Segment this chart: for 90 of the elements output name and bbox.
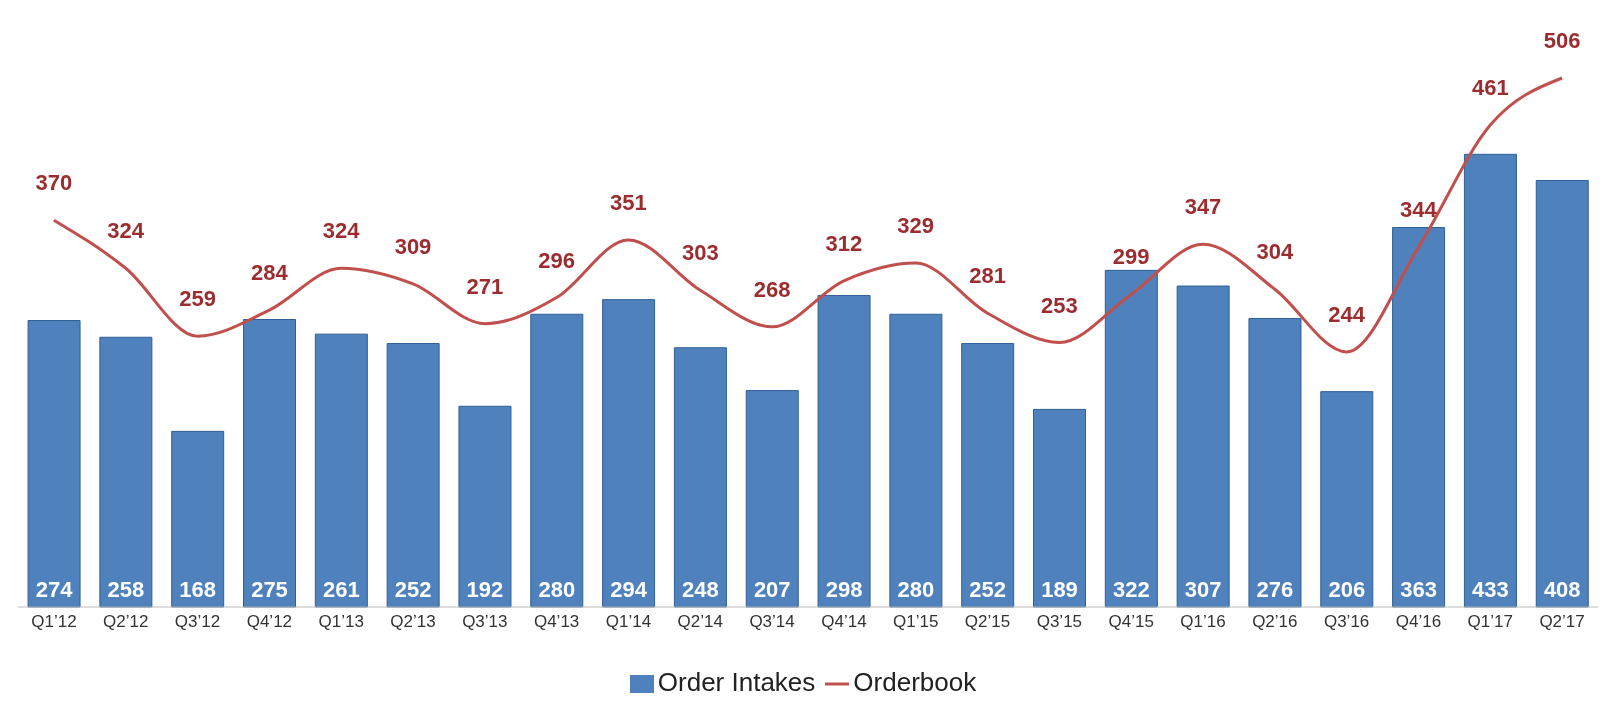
bar	[1104, 269, 1158, 608]
legend-label: Order Intakes	[657, 667, 816, 697]
data-label: 252	[394, 577, 432, 602]
x-tick-label: Q2’17	[1539, 612, 1585, 632]
data-label: 284	[251, 260, 289, 286]
data-label: 280	[897, 577, 935, 602]
bar	[673, 347, 727, 608]
data-label: 259	[179, 286, 216, 312]
x-tick-label: Q4’14	[821, 612, 867, 632]
data-label: 271	[466, 273, 504, 299]
data-label: 304	[1256, 239, 1294, 265]
x-tick-label: Q1’15	[893, 612, 939, 632]
data-label: 363	[1400, 577, 1437, 602]
data-label: 408	[1543, 577, 1581, 602]
x-tick-label: Q4’12	[246, 612, 293, 632]
bar	[530, 313, 584, 608]
data-label: 192	[466, 577, 504, 602]
data-label: 329	[897, 213, 935, 239]
x-tick-label: Q1’17	[1467, 612, 1513, 632]
data-label: 252	[969, 577, 1007, 602]
bar	[1463, 153, 1517, 608]
data-label: 275	[251, 577, 288, 602]
data-label: 299	[1112, 244, 1150, 270]
x-tick-label: Q1’16	[1180, 612, 1226, 632]
data-label: 370	[35, 170, 73, 196]
data-label: 261	[322, 577, 360, 602]
data-label: 506	[1543, 28, 1581, 53]
data-label: 324	[322, 218, 361, 244]
data-label: 461	[1471, 75, 1509, 101]
data-label: 281	[969, 263, 1006, 289]
data-label: 268	[753, 276, 791, 302]
x-tick-label: Q4’13	[533, 612, 580, 632]
data-label: 248	[682, 577, 719, 602]
data-label: 253	[1041, 292, 1078, 318]
data-label: 280	[538, 577, 576, 602]
x-tick-label: Q3’13	[462, 612, 508, 632]
data-label: 274	[35, 577, 74, 602]
bar	[602, 299, 656, 608]
x-tick-label: Q2’13	[390, 612, 436, 632]
x-tick-label: Q2’12	[103, 612, 149, 632]
x-tick-label: Q2’14	[677, 612, 723, 632]
data-label: 294	[610, 577, 648, 602]
bar	[386, 343, 440, 608]
data-label: 433	[1472, 577, 1509, 602]
legend-label: Orderbook	[853, 667, 977, 697]
data-label: 258	[107, 577, 145, 602]
bar	[745, 390, 799, 608]
data-label: 296	[538, 247, 575, 273]
x-tick-label: Q2’16	[1252, 612, 1298, 632]
x-tick-label: Q3’16	[1323, 612, 1370, 632]
data-label: 307	[1184, 577, 1222, 602]
data-label: 206	[1328, 577, 1366, 602]
data-label: 303	[681, 240, 719, 266]
x-tick-label: Q1’12	[31, 612, 77, 632]
bar	[99, 336, 153, 608]
x-tick-label: Q1’14	[605, 612, 652, 632]
x-tick-label: Q2’15	[964, 612, 1011, 632]
bar	[1535, 179, 1589, 608]
data-label: 351	[610, 190, 647, 216]
bar	[1392, 227, 1446, 608]
x-tick-label: Q4’16	[1395, 612, 1442, 632]
data-label: 168	[179, 577, 217, 602]
data-label: 322	[1112, 577, 1150, 602]
data-label: 207	[753, 577, 791, 602]
bar	[171, 430, 225, 608]
x-tick-label: Q3’15	[1036, 612, 1083, 632]
bar	[1176, 285, 1230, 608]
x-tick-label: Q3’14	[749, 612, 795, 632]
bar	[314, 333, 368, 608]
x-tick-label: Q3’12	[174, 612, 221, 632]
bar	[817, 294, 871, 608]
bar	[889, 313, 943, 608]
data-label: 312	[825, 230, 863, 256]
data-label: 244	[1328, 301, 1366, 327]
bar	[1248, 317, 1302, 608]
data-label: 344	[1400, 197, 1438, 223]
bar	[1033, 408, 1087, 608]
data-label: 324	[107, 218, 145, 244]
bar	[961, 343, 1015, 608]
bar	[27, 320, 81, 608]
data-label: 189	[1041, 577, 1078, 602]
data-label: 347	[1184, 194, 1222, 220]
data-label: 298	[825, 577, 863, 602]
bar	[243, 319, 297, 608]
x-tick-label: Q4’15	[1108, 612, 1154, 632]
data-label: 276	[1256, 577, 1294, 602]
x-tick-label: Q1’13	[318, 612, 364, 632]
bar	[458, 405, 512, 608]
bar	[1320, 391, 1374, 608]
data-label: 309	[394, 233, 432, 259]
